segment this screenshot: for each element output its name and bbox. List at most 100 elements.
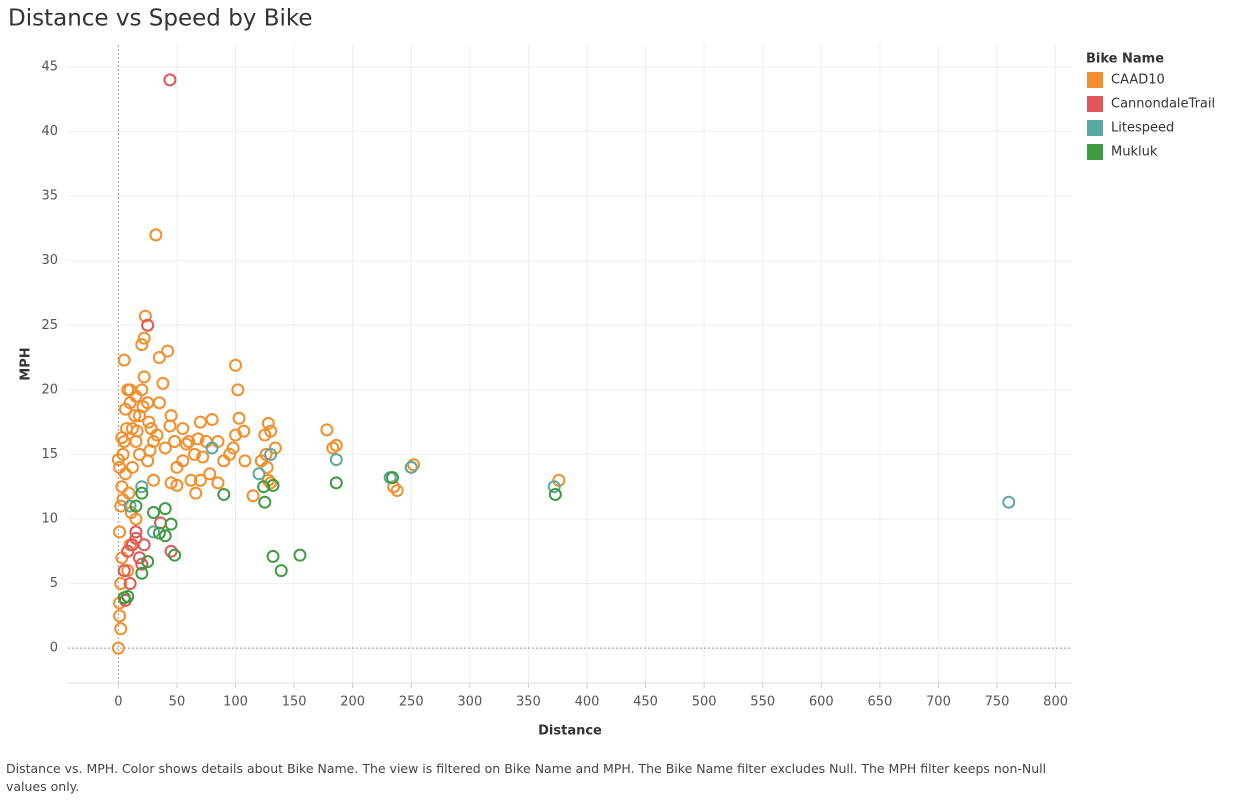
point — [137, 331, 151, 345]
point — [152, 396, 166, 410]
x-tick-label: 50 — [169, 695, 186, 710]
point — [137, 538, 151, 552]
point — [274, 564, 288, 578]
point — [138, 309, 152, 323]
point — [237, 424, 251, 438]
point — [205, 441, 219, 455]
point — [135, 480, 149, 494]
y-tick-label: 10 — [41, 511, 58, 526]
x-tick-label: 450 — [633, 695, 658, 710]
chart: Distance vs Speed by Bike Distance MPH B… — [8, 6, 1215, 739]
point — [404, 460, 418, 474]
point — [135, 557, 149, 571]
point — [136, 400, 150, 414]
point — [264, 447, 278, 461]
point — [163, 73, 177, 87]
point — [329, 476, 343, 490]
point — [184, 473, 198, 487]
legend-swatch — [1087, 144, 1103, 160]
point — [226, 441, 240, 455]
point — [123, 499, 137, 513]
point — [193, 473, 207, 487]
point — [150, 428, 164, 442]
legend-swatch — [1087, 96, 1103, 112]
point — [117, 591, 131, 605]
x-tick-label: 500 — [692, 695, 717, 710]
x-tick-label: 300 — [457, 695, 482, 710]
point — [189, 486, 203, 500]
x-tick-label: 800 — [1043, 695, 1068, 710]
point — [121, 564, 135, 578]
point — [329, 438, 343, 452]
point — [129, 525, 143, 539]
point — [329, 453, 343, 467]
point — [125, 460, 139, 474]
point — [114, 577, 128, 591]
point — [137, 370, 151, 384]
point — [168, 548, 182, 562]
point — [135, 566, 149, 580]
y-axis-label: MPH — [19, 347, 34, 380]
point — [258, 495, 272, 509]
point — [266, 478, 280, 492]
legend-swatch — [1087, 120, 1103, 136]
y-tick-label: 5 — [50, 576, 58, 591]
point — [123, 577, 137, 591]
point — [130, 424, 144, 438]
point — [211, 476, 225, 490]
point — [229, 358, 243, 372]
point — [205, 413, 219, 427]
point — [264, 476, 278, 490]
point — [117, 353, 131, 367]
x-tick-label: 750 — [985, 695, 1010, 710]
point — [168, 434, 182, 448]
point — [114, 622, 128, 636]
point — [129, 499, 143, 513]
y-tick-label: 30 — [41, 253, 58, 268]
point — [264, 424, 278, 438]
point — [164, 476, 178, 490]
x-tick-label: 150 — [282, 695, 307, 710]
point — [141, 318, 155, 332]
point — [164, 544, 178, 558]
x-tick-label: 250 — [399, 695, 424, 710]
point — [111, 453, 125, 467]
point — [176, 422, 190, 436]
point — [176, 454, 190, 468]
point — [390, 484, 404, 498]
point — [147, 506, 161, 520]
y-tick-label: 0 — [50, 641, 58, 656]
point — [152, 351, 166, 365]
point — [257, 480, 271, 494]
point — [1002, 495, 1016, 509]
y-tick-label: 15 — [41, 447, 58, 462]
point — [113, 609, 127, 623]
point — [246, 489, 260, 503]
point — [111, 641, 125, 655]
point — [261, 416, 275, 430]
x-tick-label: 0 — [114, 695, 122, 710]
point — [114, 499, 128, 513]
point — [254, 454, 268, 468]
point — [217, 487, 231, 501]
y-tick-label: 45 — [41, 59, 58, 74]
point — [179, 437, 193, 451]
point — [320, 423, 334, 437]
point — [118, 467, 132, 481]
y-tick-label: 20 — [41, 382, 58, 397]
y-tick-label: 35 — [41, 189, 58, 204]
x-tick-label: 200 — [340, 695, 365, 710]
point — [116, 493, 130, 507]
point — [147, 473, 161, 487]
point — [252, 467, 266, 481]
y-tick-label: 25 — [41, 318, 58, 333]
point — [158, 529, 172, 543]
point — [141, 555, 155, 569]
point — [196, 450, 210, 464]
legend-title: Bike Name — [1086, 52, 1164, 67]
point — [203, 467, 217, 481]
point — [223, 447, 237, 461]
x-axis-label: Distance — [538, 724, 602, 739]
point — [117, 564, 131, 578]
